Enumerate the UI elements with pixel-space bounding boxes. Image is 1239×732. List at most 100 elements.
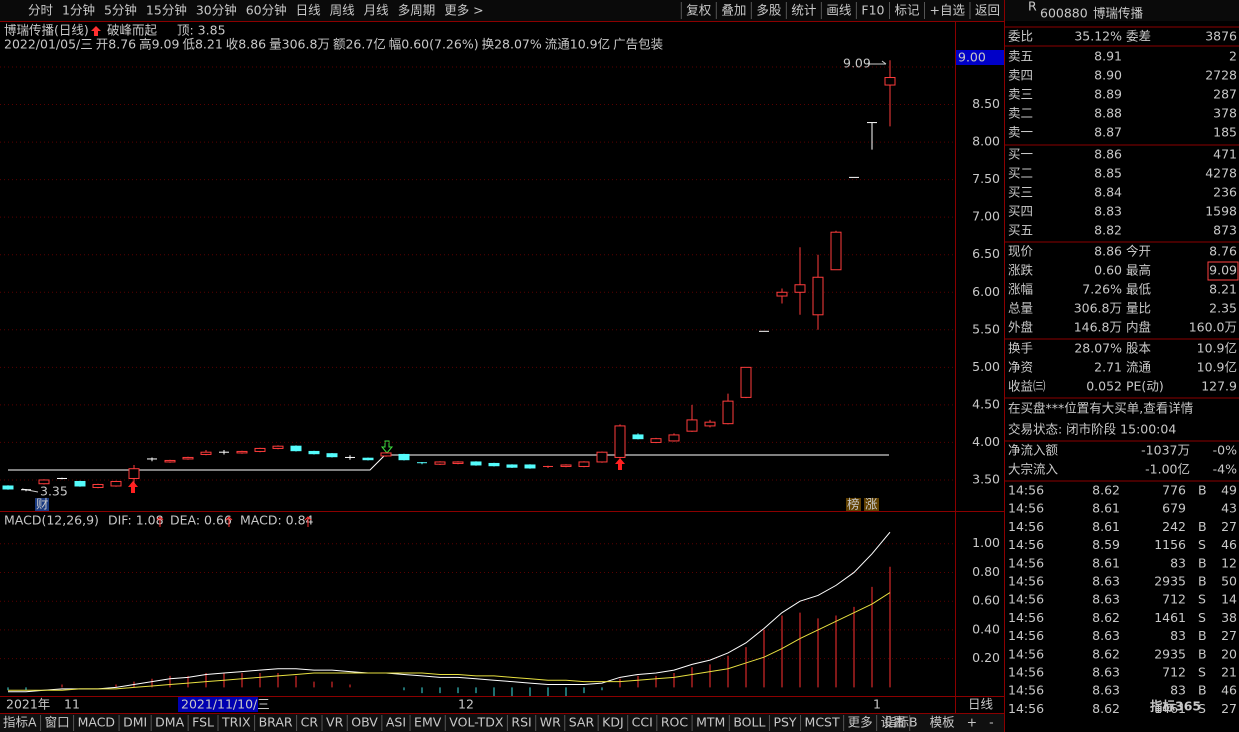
chart-title: 博瑞传播(日线) [4, 23, 89, 38]
order-label: 卖五 [1008, 49, 1033, 64]
candle-body [110, 480, 122, 487]
toolbar-button[interactable]: 统计 [791, 3, 816, 18]
indicator-tab[interactable]: BRAR [259, 715, 293, 730]
indicator-tab[interactable]: DMA [155, 715, 184, 730]
candle-body [164, 459, 176, 463]
indicator-tab[interactable]: CR [301, 715, 319, 730]
indicator-tab[interactable]: + [967, 715, 977, 730]
y-tick-label: 3.50 [972, 471, 1000, 486]
tick-time: 14:56 [1008, 574, 1044, 589]
indicator-tab[interactable]: VR [326, 715, 344, 730]
stat-label: PE(动) [1126, 379, 1164, 394]
indicator-tab[interactable]: DMI [123, 715, 147, 730]
candle-body [794, 284, 806, 293]
order-price: 8.89 [1094, 87, 1122, 102]
y-tick-label: 1.00 [972, 535, 1000, 550]
quote-label: 现价 [1008, 244, 1034, 259]
candle-body [434, 461, 446, 465]
period-tab[interactable]: 更多 > [444, 3, 483, 18]
period-tab[interactable]: 多周期 [398, 3, 436, 18]
tick-side: S [1198, 537, 1206, 552]
candle-body [704, 421, 716, 427]
indicator-tab[interactable]: 指标B [884, 715, 918, 730]
badge-bg [846, 498, 861, 511]
order-volume: 1598 [1205, 204, 1237, 219]
indicator-tab[interactable]: 更多 [848, 715, 873, 730]
toolbar-button[interactable]: 叠加 [721, 3, 746, 18]
highlight-box [1207, 261, 1239, 281]
indicator-tab[interactable]: EMV [414, 715, 442, 730]
stat-label: 股本 [1126, 341, 1152, 356]
tick-side: S [1198, 592, 1206, 607]
candle-body [668, 434, 680, 442]
toolbar-button[interactable]: F10 [861, 3, 884, 18]
tick-side: B [1198, 574, 1207, 589]
quote-value: 2.35 [1209, 301, 1237, 316]
toolbar-button[interactable]: 多股 [756, 3, 782, 18]
toolbar-button[interactable]: 返回 [975, 3, 1000, 18]
indicator-tab[interactable]: ASI [386, 715, 406, 730]
tick-volume: 776 [1162, 483, 1186, 498]
tick-price: 8.61 [1092, 519, 1120, 534]
indicator-tab[interactable]: MACD [78, 715, 115, 730]
indicator-tab[interactable]: OBV [351, 715, 378, 730]
tick-time: 14:56 [1008, 555, 1044, 570]
period-tab[interactable]: 月线 [364, 3, 390, 18]
indicator-tab[interactable]: MCST [805, 715, 840, 730]
period-tab[interactable]: 日线 [296, 3, 322, 18]
y-tick-label: 0.80 [972, 564, 1000, 579]
candle-body [326, 453, 338, 458]
period-tab[interactable]: 60分钟 [246, 3, 287, 18]
period-tab[interactable]: 1分钟 [62, 3, 95, 18]
toolbar-button[interactable]: 复权 [686, 3, 712, 18]
indicator-tab[interactable]: KDJ [602, 715, 624, 730]
indicator-tab[interactable]: TRIX [221, 715, 251, 730]
date-label: 12 [458, 697, 474, 712]
period-tab[interactable]: 周线 [330, 3, 356, 18]
indicator-tab[interactable]: MTM [696, 715, 725, 730]
tick-time: 14:56 [1008, 665, 1044, 680]
flow-value: -1.00亿 [1145, 462, 1190, 477]
dif-label: DIF: 1.08 [108, 513, 164, 528]
tick-volume: 2935 [1154, 574, 1186, 589]
order-label: 卖二 [1008, 106, 1033, 121]
indicator-tab[interactable]: WR [540, 715, 561, 730]
y-tick-label: 8.00 [972, 134, 1000, 149]
period-tab[interactable]: 30分钟 [196, 3, 237, 18]
period-tab[interactable]: 5分钟 [104, 3, 137, 18]
toolbar-bg [0, 0, 1239, 21]
indicator-tab[interactable]: PSY [773, 715, 796, 730]
indicator-tab[interactable]: VOL-TDX [449, 715, 504, 730]
tick-volume: 679 [1162, 501, 1186, 516]
order-price: 8.84 [1094, 185, 1122, 200]
indicator-tab[interactable]: BOLL [733, 715, 765, 730]
indicator-tab[interactable]: 模板 [930, 715, 956, 730]
indicator-tab[interactable]: 指标A [3, 715, 37, 730]
toolbar-button[interactable]: 标记 [894, 3, 920, 18]
order-volume: 236 [1213, 185, 1237, 200]
candle-body [506, 464, 518, 468]
candle-body [398, 453, 410, 461]
indicator-tab[interactable]: - [989, 715, 994, 730]
indicator-tab[interactable]: 窗口 [45, 715, 70, 730]
tick-count: 14 [1221, 592, 1237, 607]
tick-time: 14:56 [1008, 501, 1044, 516]
tick-volume: 83 [1170, 628, 1186, 643]
tick-price: 8.62 [1092, 701, 1120, 716]
candle-body [614, 425, 626, 458]
badge: 榜 [847, 497, 860, 512]
period-tab[interactable]: 分时 [28, 3, 54, 18]
indicator-tab[interactable]: 设置 [881, 715, 906, 730]
indicator-tab[interactable]: FSL [192, 715, 214, 730]
flow-value: -1037万 [1141, 443, 1190, 458]
period-tab[interactable]: 15分钟 [146, 3, 187, 18]
tab-bar-bg [0, 714, 1004, 732]
indicator-tab[interactable]: ROC [661, 715, 689, 730]
indicator-tab[interactable]: CCI [632, 715, 653, 730]
candle-body [686, 419, 698, 432]
quote-value: 9.09 [1209, 263, 1237, 278]
toolbar-button[interactable]: +自选 [930, 3, 966, 18]
toolbar-button[interactable]: 画线 [826, 3, 852, 18]
indicator-tab[interactable]: RSI [511, 715, 531, 730]
indicator-tab[interactable]: SAR [569, 715, 595, 730]
